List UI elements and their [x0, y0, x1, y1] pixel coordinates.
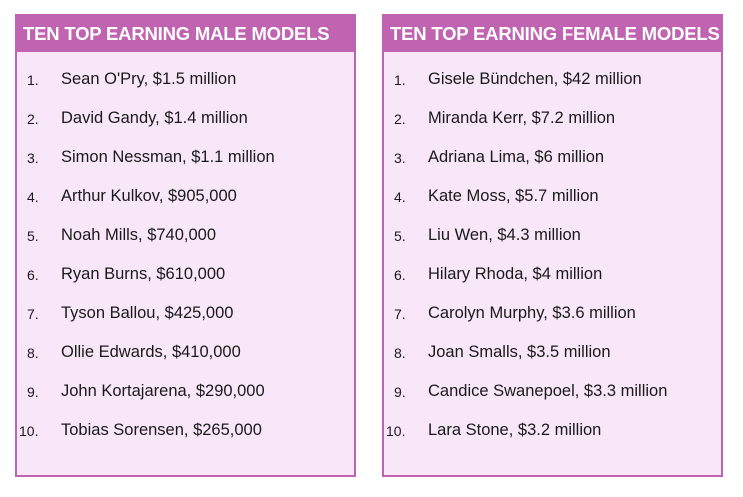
list-item: 9. Candice Swanepoel, $3.3 million — [384, 372, 721, 411]
rank-number: 8. — [27, 344, 39, 361]
rank-number: 3. — [394, 149, 406, 166]
rank-number: 4. — [394, 188, 406, 205]
model-entry: Candice Swanepoel, $3.3 million — [428, 382, 668, 400]
rank-number: 6. — [27, 266, 39, 283]
model-entry: Miranda Kerr, $7.2 million — [428, 109, 616, 127]
list-item: 10. Lara Stone, $3.2 million — [384, 411, 721, 450]
female-models-panel: TEN TOP EARNING FEMALE MODELS 1. Gisele B… — [382, 14, 723, 477]
rank-number: 7. — [394, 305, 406, 322]
model-entry: Ryan Burns, $610,000 — [61, 265, 226, 283]
model-entry: Simon Nessman, $1.1 million — [61, 148, 275, 166]
rank-number: 2. — [27, 110, 39, 127]
rank-number: 6. — [394, 266, 406, 283]
list-item: 6. Ryan Burns, $610,000 — [17, 255, 354, 294]
model-entry: Joan Smalls, $3.5 million — [428, 343, 611, 361]
model-entry: Tyson Ballou, $425,000 — [61, 304, 234, 322]
model-entry: John Kortajarena, $290,000 — [61, 382, 265, 400]
rank-number: 5. — [394, 227, 406, 244]
list-item: 3. Simon Nessman, $1.1 million — [17, 138, 354, 177]
model-entry: Adriana Lima, $6 million — [428, 148, 605, 166]
model-entry: Liu Wen, $4.3 million — [428, 226, 581, 244]
model-entry: Kate Moss, $5.7 million — [428, 187, 599, 205]
model-entry: Arthur Kulkov, $905,000 — [61, 187, 237, 205]
rank-number: 1. — [394, 71, 406, 88]
model-entry: Sean O'Pry, $1.5 million — [61, 70, 237, 88]
model-entry: David Gandy, $1.4 million — [61, 109, 248, 127]
list-item: 8. Ollie Edwards, $410,000 — [17, 333, 354, 372]
list-item: 6. Hilary Rhoda, $4 million — [384, 255, 721, 294]
model-entry: Tobias Sorensen, $265,000 — [61, 421, 262, 439]
list-item: 1. Sean O'Pry, $1.5 million — [17, 60, 354, 99]
rank-number: 2. — [394, 110, 406, 127]
model-entry: Hilary Rhoda, $4 million — [428, 265, 603, 283]
rank-number: 10. — [386, 422, 406, 439]
list-item: 10. Tobias Sorensen, $265,000 — [17, 411, 354, 450]
list-item: 2. David Gandy, $1.4 million — [17, 99, 354, 138]
model-entry: Noah Mills, $740,000 — [61, 226, 217, 244]
model-entry: Ollie Edwards, $410,000 — [61, 343, 241, 361]
rank-number: 4. — [27, 188, 39, 205]
model-entry: Gisele Bündchen, $42 million — [428, 70, 642, 88]
list-item: 4. Kate Moss, $5.7 million — [384, 177, 721, 216]
model-entry: Carolyn Murphy, $3.6 million — [428, 304, 636, 322]
model-entry: Lara Stone, $3.2 million — [428, 421, 602, 439]
rank-number: 8. — [394, 344, 406, 361]
rank-number: 1. — [27, 71, 39, 88]
male-models-panel: TEN TOP EARNING MALE MODELS 1. Sean O'Pry… — [15, 14, 356, 477]
rank-number: 10. — [19, 422, 39, 439]
rank-number: 7. — [27, 305, 39, 322]
list-item: 5. Liu Wen, $4.3 million — [384, 216, 721, 255]
male-models-title: TEN TOP EARNING MALE MODELS — [17, 16, 354, 52]
rank-number: 9. — [394, 383, 406, 400]
list-item: 7. Tyson Ballou, $425,000 — [17, 294, 354, 333]
list-item: 3. Adriana Lima, $6 million — [384, 138, 721, 177]
rank-number: 9. — [27, 383, 39, 400]
female-models-list: 1. Gisele Bündchen, $42 million 2. Miranda… — [384, 52, 721, 450]
list-item: 2. Miranda Kerr, $7.2 million — [384, 99, 721, 138]
list-item: 1. Gisele Bündchen, $42 million — [384, 60, 721, 99]
list-item: 5. Noah Mills, $740,000 — [17, 216, 354, 255]
female-models-title: TEN TOP EARNING FEMALE MODELS — [384, 16, 721, 52]
male-models-list: 1. Sean O'Pry, $1.5 million 2. David Gandy… — [17, 52, 354, 450]
list-item: 8. Joan Smalls, $3.5 million — [384, 333, 721, 372]
rank-number: 3. — [27, 149, 39, 166]
list-item: 9. John Kortajarena, $290,000 — [17, 372, 354, 411]
rank-number: 5. — [27, 227, 39, 244]
list-item: 7. Carolyn Murphy, $3.6 million — [384, 294, 721, 333]
list-item: 4. Arthur Kulkov, $905,000 — [17, 177, 354, 216]
